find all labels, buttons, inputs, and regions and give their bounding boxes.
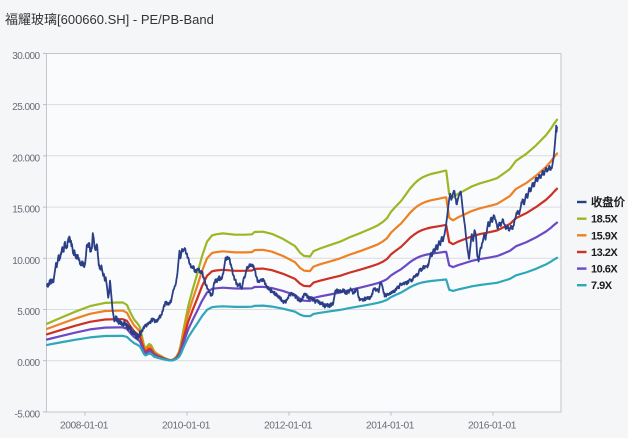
svg-text:13.2X: 13.2X (591, 247, 618, 259)
svg-text:30.000: 30.000 (12, 51, 40, 62)
svg-text:10.6X: 10.6X (591, 264, 618, 276)
svg-text:0.000: 0.000 (17, 358, 40, 369)
svg-text:20.000: 20.000 (12, 153, 40, 164)
svg-text:10.000: 10.000 (12, 256, 40, 267)
svg-text:2010-01-01: 2010-01-01 (162, 420, 211, 431)
svg-text:7.9X: 7.9X (591, 280, 613, 292)
svg-text:15.000: 15.000 (12, 205, 40, 216)
svg-text:2008-01-01: 2008-01-01 (60, 420, 109, 431)
svg-text:15.9X: 15.9X (591, 230, 618, 242)
svg-text:-5.000: -5.000 (14, 409, 40, 420)
svg-text:收盘价: 收盘价 (591, 195, 626, 209)
svg-text:2016-01-01: 2016-01-01 (468, 420, 517, 431)
svg-text:2014-01-01: 2014-01-01 (366, 420, 415, 431)
svg-text:25.000: 25.000 (12, 102, 40, 113)
svg-text:2012-01-01: 2012-01-01 (264, 420, 313, 431)
svg-text:5.000: 5.000 (17, 307, 40, 318)
svg-text:18.5X: 18.5X (591, 214, 618, 226)
